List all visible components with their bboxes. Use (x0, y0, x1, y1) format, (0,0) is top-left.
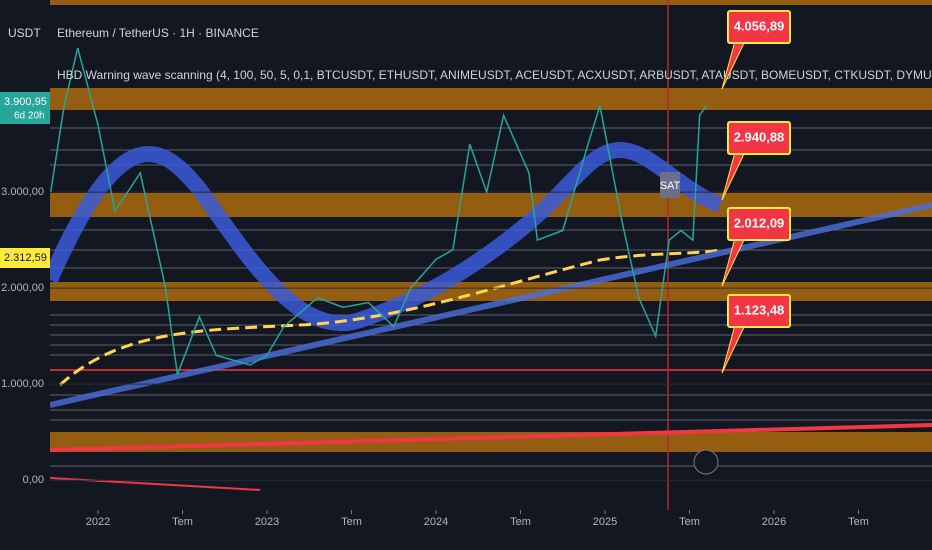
indicator-text: HBD Warning wave scanning (4, 100, 50, 5… (57, 68, 932, 82)
last-price: 3.900,95 (4, 96, 47, 108)
x-tick-label: Tem (172, 516, 193, 528)
x-tick-label: 2023 (255, 516, 279, 528)
signal-badge (660, 172, 680, 198)
plot (49, 47, 932, 481)
currency: USDT (8, 26, 41, 40)
y-tick-label: 2.000,00 (1, 282, 44, 294)
callout-label: 1.123,48 (734, 302, 785, 317)
x-tick-label: 2026 (762, 516, 786, 528)
callout-label: 2.012,09 (734, 215, 785, 230)
x-tick-label: Tem (679, 516, 700, 528)
chart-title: Ethereum / TetherUS · 1H · BINANCE (57, 26, 259, 40)
x-tick-label: 2024 (424, 516, 448, 528)
x-tick-label: Tem (341, 516, 362, 528)
callout-box (727, 10, 791, 44)
y-tick-label: 1.000,00 (1, 378, 44, 390)
x-tick-label: Tem (848, 516, 869, 528)
y-tick-label: 3.000,00 (1, 186, 44, 198)
callout-box (727, 207, 791, 241)
callout-label: 4.056,89 (734, 18, 785, 33)
marker-price: 2.312,59 (4, 252, 47, 264)
x-tick-label: Tem (510, 516, 531, 528)
callout-box (727, 121, 791, 155)
x-axis-area (0, 510, 932, 550)
callout-label: 2.940,88 (734, 129, 785, 144)
signal: SAT (660, 180, 681, 192)
price-line (49, 47, 708, 375)
callout-box (727, 294, 791, 328)
y-tick-label: 0,00 (23, 474, 44, 486)
last-price-badge (0, 92, 50, 124)
x-tick-label: 2025 (593, 516, 617, 528)
x-tick-label: 2022 (86, 516, 110, 528)
marker-badge (0, 248, 50, 268)
countdown: 6d 20h (14, 111, 45, 122)
